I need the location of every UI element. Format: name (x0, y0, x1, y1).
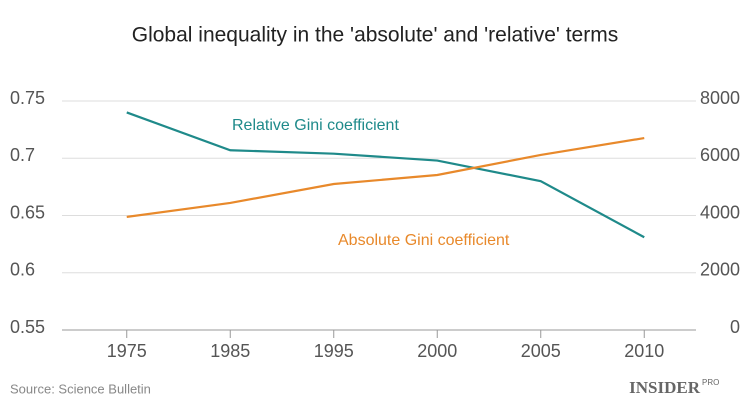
y2-tick-label: 8000 (700, 88, 740, 108)
y-tick-label: 0.6 (10, 260, 35, 280)
source: Source: Science Bulletin (10, 381, 151, 396)
line (126, 111, 645, 239)
y2-tick-label: 6000 (700, 145, 740, 165)
x-tick-label: 2000 (417, 341, 457, 361)
line (126, 136, 645, 219)
chart-title: Global inequality in the 'absolute' and … (132, 24, 618, 47)
x-tick-label: 1975 (107, 341, 147, 361)
x-tick-label: 2005 (521, 341, 561, 361)
y2-tick-label: 4000 (700, 202, 740, 222)
y-tick-label: 0.75 (10, 88, 45, 108)
logo: INSIDER (629, 378, 701, 397)
y2-tick-label: 0 (730, 317, 740, 337)
x-tick-label: 1985 (210, 341, 250, 361)
x-tick-label: 1995 (314, 341, 354, 361)
y-tick-label: 0.65 (10, 202, 45, 222)
series-label: Absolute Gini coefficient (338, 232, 510, 249)
series-label: Relative Gini coefficient (232, 117, 399, 134)
y-tick-label: 0.55 (10, 317, 45, 337)
logo-sup: PRO (702, 378, 719, 387)
x-tick-label: 2010 (624, 341, 664, 361)
y-tick-label: 0.7 (10, 145, 35, 165)
y2-tick-label: 2000 (700, 260, 740, 280)
